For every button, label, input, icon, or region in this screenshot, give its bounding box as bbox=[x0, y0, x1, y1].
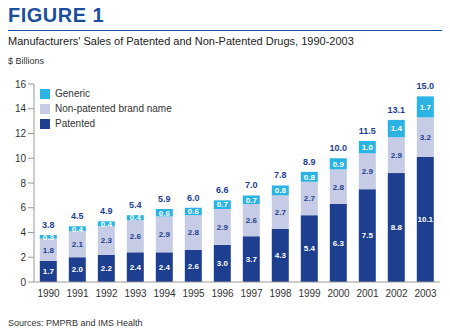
svg-text:2.6: 2.6 bbox=[188, 262, 200, 271]
svg-text:1991: 1991 bbox=[66, 288, 89, 299]
svg-text:3.2: 3.2 bbox=[420, 133, 432, 142]
svg-text:2.6: 2.6 bbox=[246, 216, 258, 225]
svg-text:1992: 1992 bbox=[95, 288, 118, 299]
html-text:Manufacturers' Sales of Patent: Manufacturers' Sales of Patented and Non… bbox=[8, 35, 354, 47]
svg-text:0.4: 0.4 bbox=[72, 225, 84, 234]
html-text:Patented: Patented bbox=[55, 118, 95, 129]
svg-text:10: 10 bbox=[15, 153, 27, 164]
svg-text:2.1: 2.1 bbox=[72, 240, 84, 249]
svg-text:2.9: 2.9 bbox=[362, 167, 374, 176]
svg-text:2.4: 2.4 bbox=[130, 263, 142, 272]
svg-text:7.5: 7.5 bbox=[362, 231, 374, 240]
svg-text:7.8: 7.8 bbox=[274, 170, 287, 180]
svg-text:1990: 1990 bbox=[37, 288, 60, 299]
svg-text:2.9: 2.9 bbox=[391, 151, 403, 160]
svg-text:7.0: 7.0 bbox=[245, 180, 258, 190]
svg-text:11.5: 11.5 bbox=[359, 126, 376, 136]
svg-text:2.4: 2.4 bbox=[159, 263, 171, 272]
svg-text:1995: 1995 bbox=[182, 288, 205, 299]
html-text:$ Billions: $ Billions bbox=[8, 56, 44, 66]
svg-text:8.9: 8.9 bbox=[303, 157, 316, 167]
svg-text:1.4: 1.4 bbox=[391, 124, 403, 133]
html-text:Generic: Generic bbox=[55, 88, 90, 99]
svg-text:4: 4 bbox=[20, 227, 26, 238]
svg-text:6.6: 6.6 bbox=[216, 185, 229, 195]
svg-text:1998: 1998 bbox=[269, 288, 292, 299]
svg-text:2001: 2001 bbox=[356, 288, 379, 299]
svg-text:12: 12 bbox=[15, 128, 27, 139]
svg-text:15.0: 15.0 bbox=[417, 81, 435, 91]
svg-text:0.8: 0.8 bbox=[304, 173, 316, 182]
svg-text:2.8: 2.8 bbox=[333, 183, 345, 192]
svg-text:1.7: 1.7 bbox=[43, 267, 55, 276]
svg-text:2.6: 2.6 bbox=[130, 232, 142, 241]
svg-text:10.0: 10.0 bbox=[330, 143, 348, 153]
svg-text:2.0: 2.0 bbox=[72, 265, 84, 274]
svg-text:1.0: 1.0 bbox=[362, 143, 374, 152]
svg-text:2002: 2002 bbox=[385, 288, 408, 299]
svg-text:1.8: 1.8 bbox=[43, 246, 55, 255]
svg-text:3.7: 3.7 bbox=[246, 255, 258, 264]
svg-text:2000: 2000 bbox=[327, 288, 350, 299]
svg-text:1994: 1994 bbox=[153, 288, 176, 299]
svg-text:0.3: 0.3 bbox=[43, 233, 55, 242]
svg-text:5.4: 5.4 bbox=[304, 244, 316, 253]
svg-text:2.9: 2.9 bbox=[217, 223, 229, 232]
svg-text:5.4: 5.4 bbox=[129, 200, 142, 210]
svg-text:4.9: 4.9 bbox=[100, 206, 113, 216]
svg-text:1993: 1993 bbox=[124, 288, 147, 299]
svg-text:4.5: 4.5 bbox=[71, 211, 84, 221]
svg-text:1996: 1996 bbox=[211, 288, 234, 299]
svg-text:2.3: 2.3 bbox=[101, 236, 113, 245]
svg-text:4.3: 4.3 bbox=[275, 251, 287, 260]
svg-text:8: 8 bbox=[20, 178, 26, 189]
svg-text:2: 2 bbox=[20, 252, 26, 263]
svg-text:6: 6 bbox=[20, 202, 26, 213]
svg-text:10.1: 10.1 bbox=[418, 215, 434, 224]
html-text:Non-patented brand name: Non-patented brand name bbox=[55, 103, 172, 114]
svg-text:2.9: 2.9 bbox=[159, 230, 171, 239]
svg-text:3.0: 3.0 bbox=[217, 259, 229, 268]
svg-text:0.9: 0.9 bbox=[333, 160, 345, 169]
svg-text:0: 0 bbox=[20, 277, 26, 288]
svg-text:14: 14 bbox=[15, 103, 27, 114]
svg-text:0.7: 0.7 bbox=[246, 196, 258, 205]
svg-text:2.7: 2.7 bbox=[275, 208, 287, 217]
html-text:FIGURE 1: FIGURE 1 bbox=[8, 4, 105, 26]
svg-text:0.4: 0.4 bbox=[130, 213, 142, 222]
svg-text:6.3: 6.3 bbox=[333, 239, 345, 248]
svg-text:0.4: 0.4 bbox=[101, 220, 113, 229]
svg-text:1997: 1997 bbox=[240, 288, 263, 299]
svg-text:1.7: 1.7 bbox=[420, 103, 432, 112]
svg-text:0.6: 0.6 bbox=[159, 209, 171, 218]
svg-text:16: 16 bbox=[15, 79, 27, 90]
svg-text:1999: 1999 bbox=[298, 288, 321, 299]
svg-text:13.1: 13.1 bbox=[388, 105, 406, 115]
svg-text:3.8: 3.8 bbox=[42, 220, 55, 230]
html-text:Sources: PMPRB and IMS Health: Sources: PMPRB and IMS Health bbox=[8, 318, 143, 328]
svg-text:0.7: 0.7 bbox=[217, 200, 229, 209]
svg-text:8.8: 8.8 bbox=[391, 223, 403, 232]
svg-text:6.0: 6.0 bbox=[187, 193, 200, 203]
svg-text:0.8: 0.8 bbox=[275, 186, 287, 195]
svg-text:5.9: 5.9 bbox=[158, 194, 171, 204]
svg-text:2.2: 2.2 bbox=[101, 264, 113, 273]
svg-text:2.8: 2.8 bbox=[188, 228, 200, 237]
svg-text:2003: 2003 bbox=[414, 288, 437, 299]
svg-text:0.6: 0.6 bbox=[188, 207, 200, 216]
svg-text:2.7: 2.7 bbox=[304, 194, 316, 203]
